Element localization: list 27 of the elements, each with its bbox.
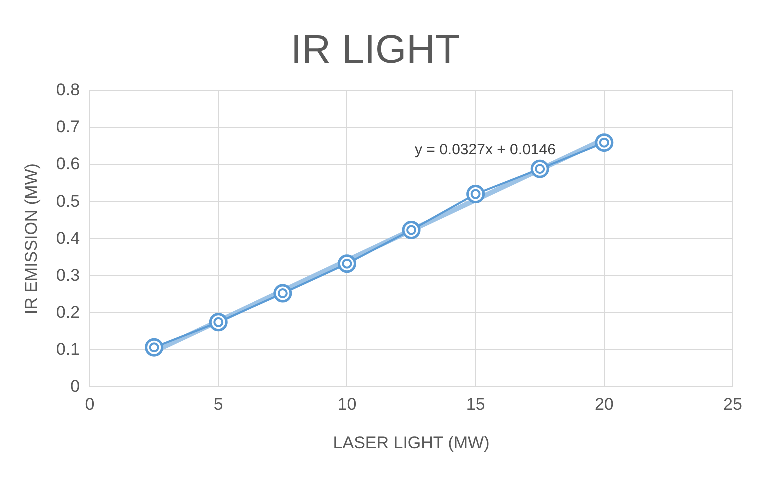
x-tick-label: 25 xyxy=(724,395,742,414)
y-axis-title: IR EMISSION (MW) xyxy=(22,164,41,315)
y-tick-label: 0.6 xyxy=(56,154,80,174)
point xyxy=(338,254,356,274)
x-axis-title: LASER LIGHT (MW) xyxy=(333,433,490,452)
y-tick-label: 0.3 xyxy=(56,266,80,285)
chart-title: IR LIGHT xyxy=(291,28,460,72)
point xyxy=(466,185,486,204)
point xyxy=(209,313,228,332)
x-tick-label: 0 xyxy=(85,395,95,414)
annotation: y = 0.0327x + 0.0146 xyxy=(414,141,556,158)
point xyxy=(530,160,550,178)
x-tick-label: 15 xyxy=(466,395,486,414)
y-tick-label: 0 xyxy=(70,376,80,396)
y-tick-label: 0.5 xyxy=(56,192,80,211)
point xyxy=(145,338,164,357)
point xyxy=(402,220,421,240)
y-tick-label: 0.1 xyxy=(56,340,80,359)
y-tick-label: 0.8 xyxy=(56,80,80,100)
y-tick-label: 0.4 xyxy=(56,228,80,248)
y-tick-label: 0.2 xyxy=(56,302,80,322)
point xyxy=(274,284,292,303)
point xyxy=(595,134,614,152)
x-tick-label: 10 xyxy=(338,395,357,414)
x-tick-label: 5 xyxy=(214,395,224,414)
y-tick-label: 0.7 xyxy=(56,118,80,137)
x-tick-label: 20 xyxy=(594,395,614,414)
